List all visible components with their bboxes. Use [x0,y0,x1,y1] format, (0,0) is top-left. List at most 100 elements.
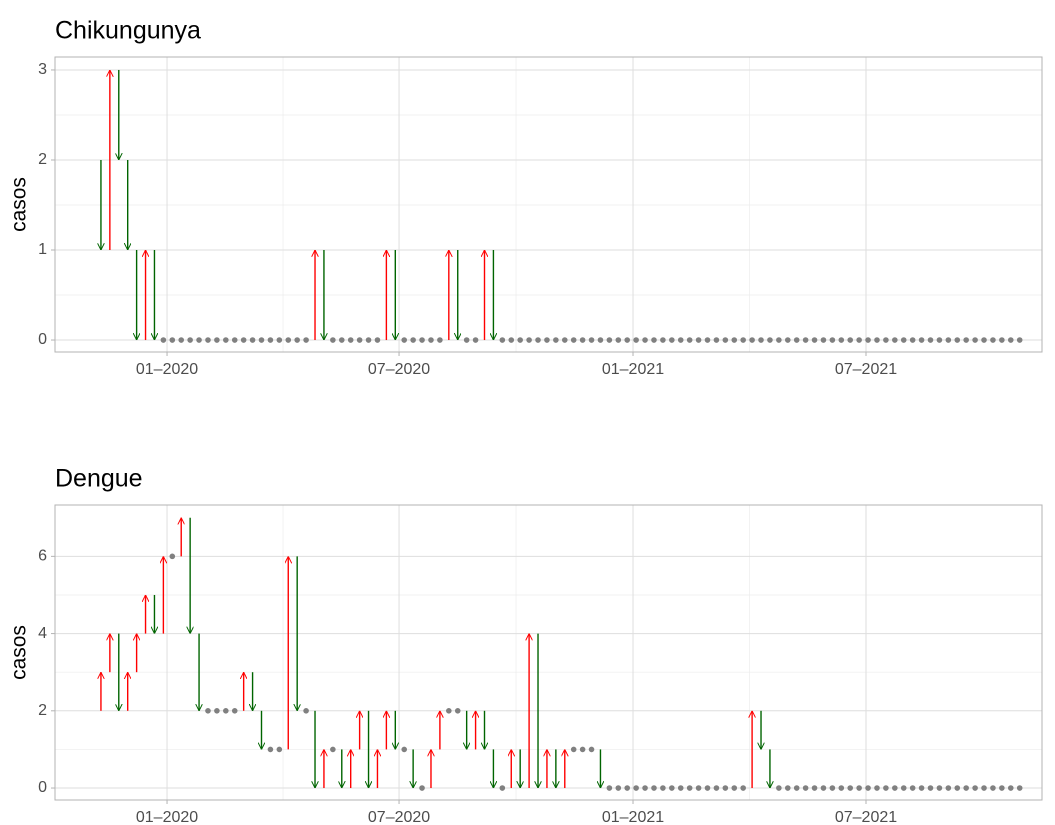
point [793,337,800,343]
point [749,337,755,343]
point [767,337,773,343]
point [428,337,434,343]
point [570,337,577,343]
point [802,337,809,343]
point [776,337,782,343]
x-tick-label: 07–2020 [368,809,430,825]
point [579,746,586,753]
y-tick-label: 2 [38,702,47,719]
x-tick-label: 07–2021 [835,809,897,825]
point [793,785,800,791]
point [463,337,470,343]
point [900,785,907,791]
point [945,337,952,343]
point [1007,785,1014,791]
point [695,785,702,791]
point [713,337,720,343]
point [223,708,229,714]
point [294,337,300,343]
point [642,785,648,791]
point [553,337,559,343]
point [535,337,541,343]
point [936,337,943,343]
x-tick-label: 01–2020 [136,361,198,378]
point [811,785,818,791]
point [160,337,167,343]
point [285,337,292,343]
point [454,708,461,714]
point [169,337,176,343]
y-tick-label: 1 [38,241,47,258]
point [214,708,220,714]
point [722,785,729,791]
point [187,337,193,343]
point [606,785,613,791]
point [972,337,978,343]
point [169,553,176,560]
point [374,337,381,343]
point [713,785,720,791]
x-tick-label: 07–2021 [835,361,897,378]
point [419,337,425,343]
point [686,337,693,343]
y-tick-label: 0 [38,779,47,796]
panel: Chikungunya casos 0 1 2 3 01–2020 07–2020 01–202… [8,17,1043,378]
point [1016,337,1023,343]
point [1016,785,1023,791]
point [900,337,907,343]
point [633,785,639,791]
chart-title: Chikungunya [55,17,201,45]
point [945,785,952,791]
point [838,337,845,343]
point [499,337,506,343]
point [829,337,836,343]
point [588,746,595,753]
point [624,785,631,791]
point [651,785,657,791]
point [999,785,1005,791]
point [231,708,238,714]
point [954,337,961,343]
point [981,785,987,791]
point [892,337,898,343]
point [963,785,969,791]
point [249,337,256,343]
x-tick-label: 01–2021 [602,809,664,825]
point [829,785,836,791]
point [642,337,648,343]
point [704,785,711,791]
point [927,337,934,343]
point [606,337,613,343]
point [508,337,515,343]
point [776,785,782,791]
point [999,337,1005,343]
point [419,785,425,791]
point [847,785,854,791]
point [731,785,738,791]
point [597,337,604,343]
point [820,337,827,343]
point [963,337,969,343]
point [704,337,711,343]
point [847,337,854,343]
point [856,785,862,791]
point [544,337,550,343]
point [526,337,532,343]
y-axis-label: casos [8,177,31,232]
panel: Dengue casos 0 2 4 6 01–2020 07–2020 01–2021 07–2… [8,465,1043,825]
panel-border [54,504,1043,801]
point [927,785,934,791]
point [820,785,827,791]
point [651,337,657,343]
point [838,785,845,791]
point [883,337,889,343]
point [347,337,354,343]
point [624,337,631,343]
point [401,337,408,343]
point [472,337,479,343]
point [205,708,211,714]
point [267,746,274,753]
point [677,337,684,343]
point [365,337,372,343]
